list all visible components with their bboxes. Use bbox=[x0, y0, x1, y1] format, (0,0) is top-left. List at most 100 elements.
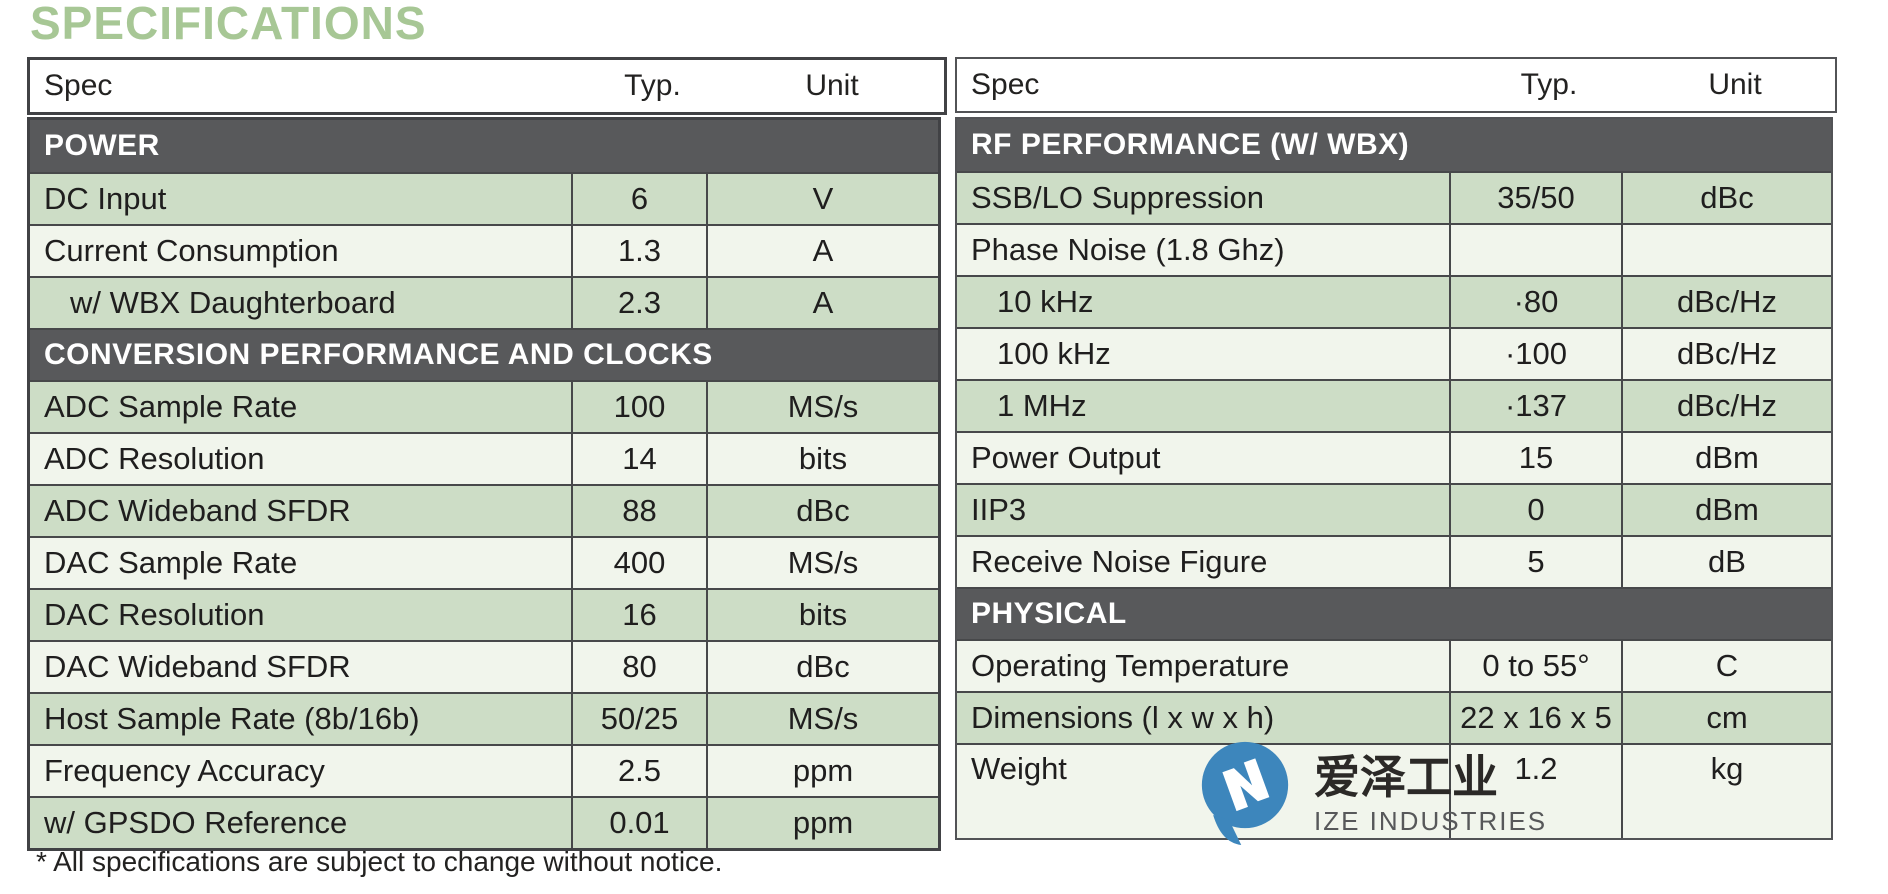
footnote: * All specifications are subject to chan… bbox=[36, 846, 723, 877]
cell-typ: 88 bbox=[571, 486, 706, 536]
cell-spec: Frequency Accuracy bbox=[44, 753, 325, 788]
table-row: DAC Resolution 16 bits bbox=[30, 588, 938, 640]
cell-spec: Current Consumption bbox=[44, 233, 339, 268]
cell-unit: cm bbox=[1621, 693, 1831, 743]
right-table-column-headers: Spec Typ. Unit bbox=[955, 57, 1837, 113]
cell-unit: dBc bbox=[1621, 173, 1831, 223]
section-header-label: CONVERSION PERFORMANCE AND CLOCKS bbox=[44, 338, 713, 371]
cell-unit: A bbox=[706, 226, 938, 276]
cell-spec: Dimensions (l x w x h) bbox=[971, 700, 1275, 735]
cell-unit: bits bbox=[706, 590, 938, 640]
column-header-spec: Spec bbox=[44, 69, 113, 102]
cell-typ: 0 bbox=[1449, 485, 1621, 535]
cell-spec: ADC Wideband SFDR bbox=[44, 493, 351, 528]
cell-typ: 14 bbox=[571, 434, 706, 484]
cell-unit: ppm bbox=[706, 746, 938, 796]
page-title: SPECIFICATIONS bbox=[30, 0, 427, 49]
cell-typ: 16 bbox=[571, 590, 706, 640]
section-header-label: RF PERFORMANCE (W/ WBX) bbox=[971, 128, 1410, 161]
cell-typ: 22 x 16 x 5 bbox=[1449, 693, 1621, 743]
column-header-typ: Typ. bbox=[1520, 68, 1578, 101]
cell-spec: Power Output bbox=[971, 440, 1161, 475]
cell-unit bbox=[1621, 225, 1831, 275]
cell-typ: 400 bbox=[571, 538, 706, 588]
cell-unit: dB bbox=[1621, 537, 1831, 587]
cell-unit: V bbox=[706, 174, 938, 224]
rf-and-physical-table: RF PERFORMANCE (W/ WBX) SSB/LO Suppressio… bbox=[955, 117, 1833, 840]
table-row: w/ WBX Daughterboard 2.3 A bbox=[30, 276, 938, 328]
cell-spec: 1 MHz bbox=[997, 388, 1087, 423]
cell-unit: C bbox=[1621, 641, 1831, 691]
cell-spec: Receive Noise Figure bbox=[971, 544, 1268, 579]
cell-spec: w/ WBX Daughterboard bbox=[70, 285, 396, 320]
cell-unit: MS/s bbox=[706, 694, 938, 744]
column-header-unit: Unit bbox=[1708, 68, 1762, 101]
cell-typ: 1.3 bbox=[571, 226, 706, 276]
cell-spec: SSB/LO Suppression bbox=[971, 180, 1264, 215]
cell-unit: dBc bbox=[706, 642, 938, 692]
cell-spec: IIP3 bbox=[971, 492, 1027, 527]
column-header-spec: Spec bbox=[971, 68, 1040, 101]
cell-spec: DAC Resolution bbox=[44, 597, 265, 632]
cell-typ: 0.01 bbox=[571, 798, 706, 848]
table-row: ADC Sample Rate 100 MS/s bbox=[30, 380, 938, 432]
table-row: DC Input 6 V bbox=[30, 172, 938, 224]
cell-typ: 15 bbox=[1449, 433, 1621, 483]
cell-unit: dBc/Hz bbox=[1621, 329, 1831, 379]
cell-typ bbox=[1449, 225, 1621, 275]
cell-spec: Phase Noise (1.8 Ghz) bbox=[971, 232, 1285, 267]
table-row: Operating Temperature 0 to 55° C bbox=[957, 639, 1831, 691]
section-header-power: POWER bbox=[30, 120, 938, 172]
column-header-typ: Typ. bbox=[624, 69, 681, 102]
table-row: Weight 1.2 kg bbox=[957, 743, 1831, 838]
table-row: Dimensions (l x w x h) 22 x 16 x 5 cm bbox=[957, 691, 1831, 743]
table-row: SSB/LO Suppression 35/50 dBc bbox=[957, 171, 1831, 223]
table-row: w/ GPSDO Reference 0.01 ppm bbox=[30, 796, 938, 848]
table-row: IIP3 0 dBm bbox=[957, 483, 1831, 535]
cell-typ: 50/25 bbox=[571, 694, 706, 744]
cell-spec: Operating Temperature bbox=[971, 648, 1290, 683]
cell-typ: 6 bbox=[571, 174, 706, 224]
table-row: Host Sample Rate (8b/16b) 50/25 MS/s bbox=[30, 692, 938, 744]
table-row: Receive Noise Figure 5 dB bbox=[957, 535, 1831, 587]
table-row: 1 MHz ·137 dBc/Hz bbox=[957, 379, 1831, 431]
cell-spec: DC Input bbox=[44, 181, 167, 216]
section-header-rf-performance-w-wbx: RF PERFORMANCE (W/ WBX) bbox=[957, 119, 1831, 171]
cell-unit: bits bbox=[706, 434, 938, 484]
table-row: Power Output 15 dBm bbox=[957, 431, 1831, 483]
section-header-conversion-performance-and-clocks: CONVERSION PERFORMANCE AND CLOCKS bbox=[30, 328, 938, 380]
cell-spec: ADC Sample Rate bbox=[44, 389, 298, 424]
cell-typ: ·137 bbox=[1449, 381, 1621, 431]
cell-typ: 1.2 bbox=[1449, 745, 1621, 838]
cell-typ: 100 bbox=[571, 382, 706, 432]
cell-spec: 10 kHz bbox=[997, 284, 1094, 319]
cell-unit: A bbox=[706, 278, 938, 328]
cell-typ: 5 bbox=[1449, 537, 1621, 587]
cell-spec: 100 kHz bbox=[997, 336, 1111, 371]
table-row: ADC Resolution 14 bits bbox=[30, 432, 938, 484]
cell-typ: ·80 bbox=[1449, 277, 1621, 327]
cell-unit: dBm bbox=[1621, 485, 1831, 535]
cell-typ: 80 bbox=[571, 642, 706, 692]
cell-unit: ppm bbox=[706, 798, 938, 848]
cell-unit: dBc bbox=[706, 486, 938, 536]
column-header-unit: Unit bbox=[805, 69, 859, 102]
section-header-physical: PHYSICAL bbox=[957, 587, 1831, 639]
cell-unit: MS/s bbox=[706, 382, 938, 432]
section-header-label: PHYSICAL bbox=[971, 597, 1127, 630]
cell-unit: kg bbox=[1621, 745, 1831, 838]
cell-spec: DAC Wideband SFDR bbox=[44, 649, 351, 684]
cell-spec: DAC Sample Rate bbox=[44, 545, 298, 580]
table-row: Current Consumption 1.3 A bbox=[30, 224, 938, 276]
left-table-column-headers: Spec Typ. Unit bbox=[27, 57, 947, 115]
cell-typ: 2.5 bbox=[571, 746, 706, 796]
cell-typ: 2.3 bbox=[571, 278, 706, 328]
cell-typ: 0 to 55° bbox=[1449, 641, 1621, 691]
cell-spec: Host Sample Rate (8b/16b) bbox=[44, 701, 420, 736]
cell-typ: ·100 bbox=[1449, 329, 1621, 379]
cell-unit: MS/s bbox=[706, 538, 938, 588]
cell-spec: ADC Resolution bbox=[44, 441, 265, 476]
cell-typ: 35/50 bbox=[1449, 173, 1621, 223]
table-row: Phase Noise (1.8 Ghz) bbox=[957, 223, 1831, 275]
